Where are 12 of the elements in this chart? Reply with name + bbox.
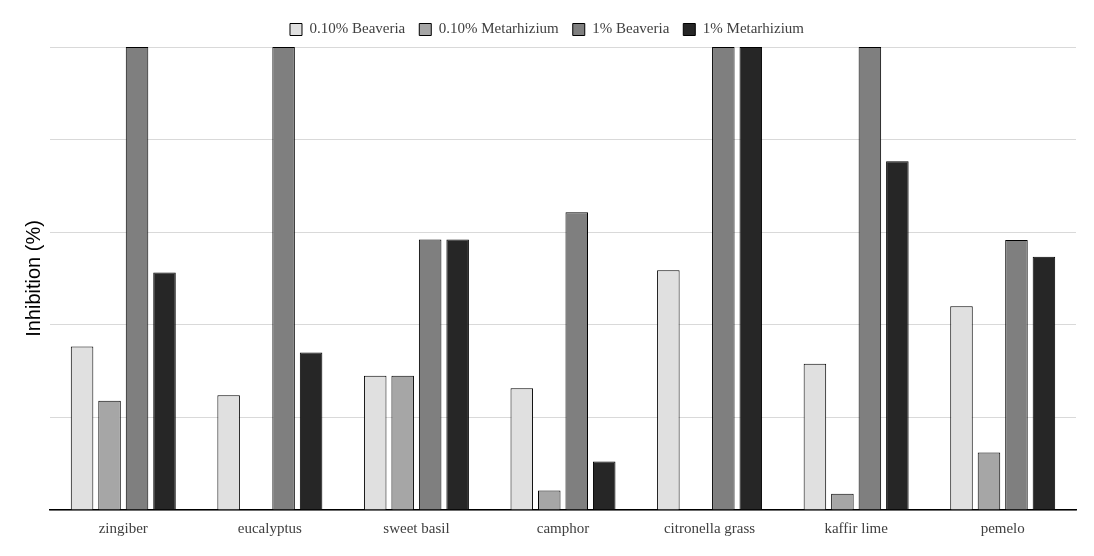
legend-label: 0.10% Beaveria [309,20,406,37]
legend-label: 1% Metarhizium [702,20,805,37]
legend-label: 0.10% Metarhizium [438,20,560,37]
y-axis-title: Inhibition (%) [21,220,44,337]
x-tick-label: sweet basil [383,519,450,536]
legend-label: 1% Beaveria [592,20,670,37]
x-tick-label: zingiber [98,519,148,536]
x-tick-label: kaffir lime [824,519,889,536]
x-tick-label: camphor [536,519,590,536]
x-tick-label: pemelo [980,519,1025,536]
x-tick-label: citronella grass [663,519,756,536]
x-tick-label: eucalyptus [237,519,303,536]
